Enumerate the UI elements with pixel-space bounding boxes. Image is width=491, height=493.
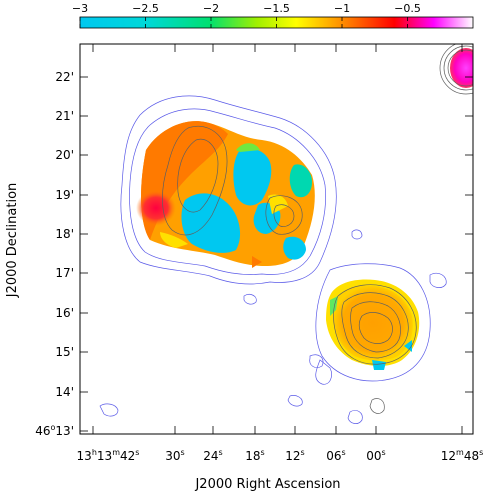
colorbar-tick-label: −0.5 <box>394 2 421 15</box>
y-tick-label: 16' <box>55 306 74 320</box>
y-tick-label: 46o13' <box>35 423 74 438</box>
y-tick-label: 14' <box>55 385 74 399</box>
colorbar-tick-label: −2.5 <box>132 2 159 15</box>
x-tick-label: 18s <box>245 448 264 463</box>
x-tick-label: 13h13m42s <box>77 448 140 463</box>
x-axis-title: J2000 Right Ascension <box>194 477 340 492</box>
colorbar-tick-label: −1.5 <box>263 2 290 15</box>
radio-contours <box>99 95 447 424</box>
colorbar-tick-label: −2 <box>203 2 219 15</box>
x-tick-label: 30s <box>165 448 184 463</box>
optical-contours <box>162 44 473 414</box>
x-tick-label: 00s <box>366 448 385 463</box>
colorbar: −3 −2.5 −2 −1.5 −1 −0.5 <box>72 2 474 29</box>
colorbar-ticks: −3 −2.5 −2 −1.5 −1 −0.5 <box>72 2 421 28</box>
y-tick-label: 20' <box>55 148 74 162</box>
colorbar-tick-label: −3 <box>72 2 88 15</box>
y-tick-label: 17' <box>55 266 74 280</box>
y-tick-label: 21' <box>55 109 74 123</box>
colorbar-tick-label: −1 <box>334 2 350 15</box>
x-tick-label: 12m48s <box>441 448 484 463</box>
southeast-source-region <box>326 279 420 370</box>
corner-source-region <box>450 48 473 88</box>
y-tick-label: 22' <box>55 70 74 84</box>
y-axis-ticks: 22' 21' 20' 19' 18' 17' 16' 15' 14' 46o13' <box>35 70 473 438</box>
x-tick-label: 06s <box>326 448 345 463</box>
y-tick-label: 15' <box>55 345 74 359</box>
x-axis-ticks: 13h13m42s 30s 24s 18s 12s 06s 00s 12m48s <box>77 44 484 463</box>
x-tick-label: 12s <box>285 448 304 463</box>
y-axis-title: J2000 Declination <box>5 183 20 299</box>
y-tick-label: 18' <box>55 227 74 241</box>
x-tick-label: 24s <box>203 448 222 463</box>
y-tick-label: 19' <box>55 188 74 202</box>
map-layer <box>99 44 473 424</box>
plot-frame <box>79 43 474 435</box>
